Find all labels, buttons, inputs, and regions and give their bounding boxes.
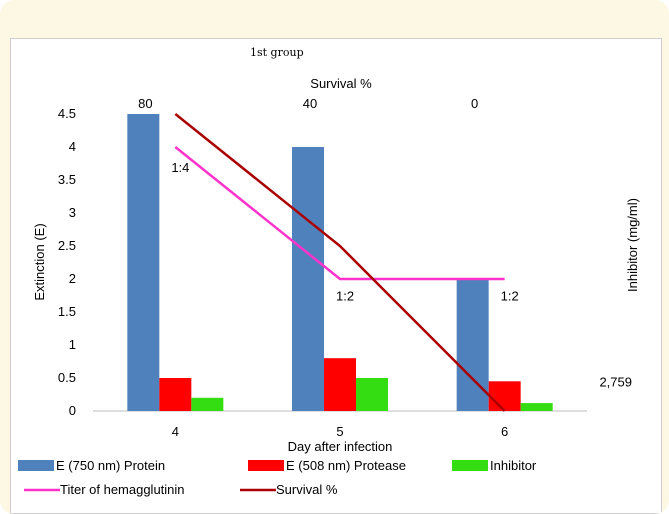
series-line xyxy=(174,113,506,412)
y-axis-title: Extinction (E) xyxy=(32,223,47,300)
data-label: 1:4 xyxy=(171,160,189,175)
y2-axis-title: Inhibitor (mg/ml) xyxy=(625,198,640,292)
survival-tick-label: 0 xyxy=(471,96,478,111)
chart-title: 1st group xyxy=(250,46,304,59)
data-label: 2,759 xyxy=(599,374,632,389)
survival-tick-label: 80 xyxy=(138,96,152,111)
y-tick-label: 4 xyxy=(69,139,76,154)
bar xyxy=(159,378,192,411)
y-tick-label: 1 xyxy=(69,337,76,352)
bar xyxy=(520,403,553,411)
legend-label: Titer of hemagglutinin xyxy=(60,482,185,497)
legend-label: E (508 nm) Protease xyxy=(286,458,406,473)
x-tick-label: 6 xyxy=(501,424,508,439)
y-tick-label: 3 xyxy=(69,205,76,220)
legend: E (750 nm) Protein E (508 nm) Protease Inh… xyxy=(18,458,537,497)
bar xyxy=(488,381,521,411)
y-tick-label: 0 xyxy=(69,403,76,418)
legend-swatch xyxy=(248,460,284,471)
legend-label: E (750 nm) Protein xyxy=(56,458,165,473)
y-tick-label: 4.5 xyxy=(58,106,76,121)
x-axis-title: Day after infection xyxy=(288,439,393,454)
bar xyxy=(127,114,160,411)
data-label: 1:2 xyxy=(336,289,354,304)
survival-tick-label: 40 xyxy=(303,96,317,111)
y-tick-label: 1.5 xyxy=(58,304,76,319)
bar xyxy=(324,358,356,411)
legend-swatch xyxy=(18,460,54,471)
bar xyxy=(356,378,388,411)
y-tick-label: 2 xyxy=(69,271,76,286)
bar xyxy=(292,147,324,411)
top-axis-title: Survival % xyxy=(310,76,372,91)
y-tick-label: 3.5 xyxy=(58,172,76,187)
legend-label: Survival % xyxy=(276,482,338,497)
legend-swatch xyxy=(452,460,488,471)
bar xyxy=(191,397,224,411)
data-label: 1:2 xyxy=(501,289,519,304)
x-tick-label: 4 xyxy=(172,424,179,439)
series-line xyxy=(174,146,505,281)
x-tick-label: 5 xyxy=(336,424,343,439)
legend-label: Inhibitor xyxy=(490,458,537,473)
y-tick-label: 2.5 xyxy=(58,238,76,253)
y-tick-label: 0.5 xyxy=(58,370,76,385)
